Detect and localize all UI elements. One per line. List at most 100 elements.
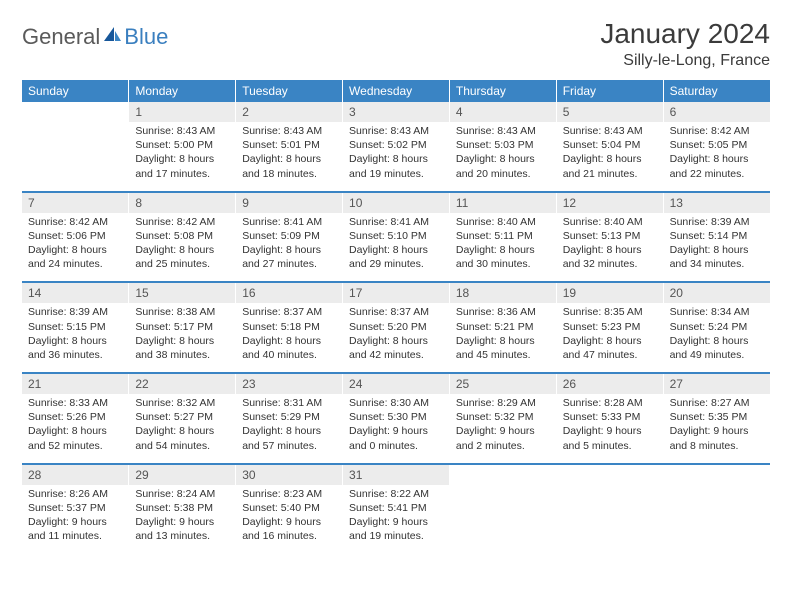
day-content-cell: Sunrise: 8:38 AMSunset: 5:17 PMDaylight:… [129,303,236,373]
day-content-row: Sunrise: 8:43 AMSunset: 5:00 PMDaylight:… [22,122,770,192]
day-info-line: Sunset: 5:04 PM [563,138,657,152]
day-info-line: Sunrise: 8:33 AM [28,396,122,410]
date-number-row: 78910111213 [22,192,770,213]
day-content-row: Sunrise: 8:33 AMSunset: 5:26 PMDaylight:… [22,394,770,464]
date-number-cell: 14 [22,282,129,303]
day-info-line: Sunrise: 8:43 AM [349,124,443,138]
date-number-cell [663,464,770,485]
day-info-line: Daylight: 8 hours [563,334,657,348]
day-info-line: Sunset: 5:27 PM [135,410,229,424]
day-content-cell: Sunrise: 8:42 AMSunset: 5:06 PMDaylight:… [22,213,129,283]
day-info-line: Sunrise: 8:41 AM [349,215,443,229]
day-info-line: and 5 minutes. [563,439,657,453]
day-content-row: Sunrise: 8:42 AMSunset: 5:06 PMDaylight:… [22,213,770,283]
day-info-line: Sunrise: 8:41 AM [242,215,336,229]
day-info-line: and 2 minutes. [456,439,550,453]
day-info-line: Sunrise: 8:43 AM [135,124,229,138]
page-header: General Blue January 2024 Silly-le-Long,… [22,18,770,70]
date-number-cell: 2 [236,102,343,122]
date-number-cell: 4 [449,102,556,122]
date-number-row: 123456 [22,102,770,122]
day-info-line: Sunset: 5:32 PM [456,410,550,424]
date-number-cell: 21 [22,373,129,394]
day-info-line: Sunset: 5:03 PM [456,138,550,152]
day-info-line: Daylight: 8 hours [456,243,550,257]
day-content-cell: Sunrise: 8:40 AMSunset: 5:11 PMDaylight:… [449,213,556,283]
day-info-line: Daylight: 8 hours [28,424,122,438]
day-content-cell: Sunrise: 8:39 AMSunset: 5:15 PMDaylight:… [22,303,129,373]
day-content-cell: Sunrise: 8:35 AMSunset: 5:23 PMDaylight:… [556,303,663,373]
day-content-cell: Sunrise: 8:39 AMSunset: 5:14 PMDaylight:… [663,213,770,283]
day-info-line: Sunset: 5:00 PM [135,138,229,152]
day-info-line: Sunrise: 8:42 AM [28,215,122,229]
day-content-cell: Sunrise: 8:36 AMSunset: 5:21 PMDaylight:… [449,303,556,373]
day-info-line: Sunset: 5:26 PM [28,410,122,424]
day-info-line: Daylight: 9 hours [670,424,764,438]
day-info-line: and 30 minutes. [456,257,550,271]
day-info-line: and 8 minutes. [670,439,764,453]
day-content-cell: Sunrise: 8:32 AMSunset: 5:27 PMDaylight:… [129,394,236,464]
date-number-cell: 22 [129,373,236,394]
day-info-line: Sunset: 5:02 PM [349,138,443,152]
day-info-line: and 17 minutes. [135,167,229,181]
day-info-line: Sunrise: 8:26 AM [28,487,122,501]
date-number-cell: 7 [22,192,129,213]
day-info-line: Sunset: 5:10 PM [349,229,443,243]
day-info-line: Sunrise: 8:27 AM [670,396,764,410]
day-info-line: Sunrise: 8:32 AM [135,396,229,410]
day-info-line: Daylight: 8 hours [349,243,443,257]
date-number-row: 21222324252627 [22,373,770,394]
date-number-cell [449,464,556,485]
date-number-cell: 27 [663,373,770,394]
day-content-row: Sunrise: 8:26 AMSunset: 5:37 PMDaylight:… [22,485,770,554]
date-number-cell: 12 [556,192,663,213]
date-number-cell: 23 [236,373,343,394]
day-info-line: Sunrise: 8:30 AM [349,396,443,410]
brand-logo: General Blue [22,24,168,50]
day-info-line: Sunrise: 8:40 AM [456,215,550,229]
date-number-cell [22,102,129,122]
day-header-row: Sunday Monday Tuesday Wednesday Thursday… [22,80,770,102]
day-info-line: and 24 minutes. [28,257,122,271]
date-number-cell: 13 [663,192,770,213]
day-content-cell: Sunrise: 8:24 AMSunset: 5:38 PMDaylight:… [129,485,236,554]
day-content-cell [22,122,129,192]
day-info-line: Sunset: 5:14 PM [670,229,764,243]
day-info-line: Daylight: 9 hours [349,424,443,438]
brand-sail-icon [102,25,122,46]
date-number-cell: 19 [556,282,663,303]
day-info-line: Sunset: 5:15 PM [28,320,122,334]
dayhead-fri: Friday [556,80,663,102]
brand-part2: Blue [124,24,168,50]
day-info-line: Sunrise: 8:39 AM [28,305,122,319]
day-info-line: Daylight: 8 hours [135,334,229,348]
day-info-line: Sunset: 5:20 PM [349,320,443,334]
day-info-line: and 38 minutes. [135,348,229,362]
day-info-line: Sunrise: 8:42 AM [670,124,764,138]
day-info-line: Daylight: 8 hours [135,424,229,438]
day-info-line: and 19 minutes. [349,529,443,543]
day-info-line: Sunrise: 8:29 AM [456,396,550,410]
date-number-cell: 1 [129,102,236,122]
day-content-cell: Sunrise: 8:37 AMSunset: 5:20 PMDaylight:… [343,303,450,373]
day-info-line: Sunrise: 8:43 AM [242,124,336,138]
day-info-line: and 11 minutes. [28,529,122,543]
day-info-line: Daylight: 8 hours [349,152,443,166]
day-info-line: Sunset: 5:05 PM [670,138,764,152]
day-info-line: Daylight: 8 hours [563,152,657,166]
day-content-cell [663,485,770,554]
day-info-line: Daylight: 8 hours [563,243,657,257]
day-content-cell: Sunrise: 8:27 AMSunset: 5:35 PMDaylight:… [663,394,770,464]
date-number-cell: 31 [343,464,450,485]
day-info-line: Daylight: 8 hours [242,334,336,348]
day-info-line: and 21 minutes. [563,167,657,181]
day-info-line: Daylight: 8 hours [670,334,764,348]
day-content-cell: Sunrise: 8:31 AMSunset: 5:29 PMDaylight:… [236,394,343,464]
day-info-line: Sunset: 5:21 PM [456,320,550,334]
dayhead-thu: Thursday [449,80,556,102]
day-content-row: Sunrise: 8:39 AMSunset: 5:15 PM Daylight:… [22,303,770,373]
date-number-cell: 3 [343,102,450,122]
day-info-line: Sunrise: 8:37 AM [349,305,443,319]
day-content-cell [556,485,663,554]
day-info-line: Sunset: 5:29 PM [242,410,336,424]
